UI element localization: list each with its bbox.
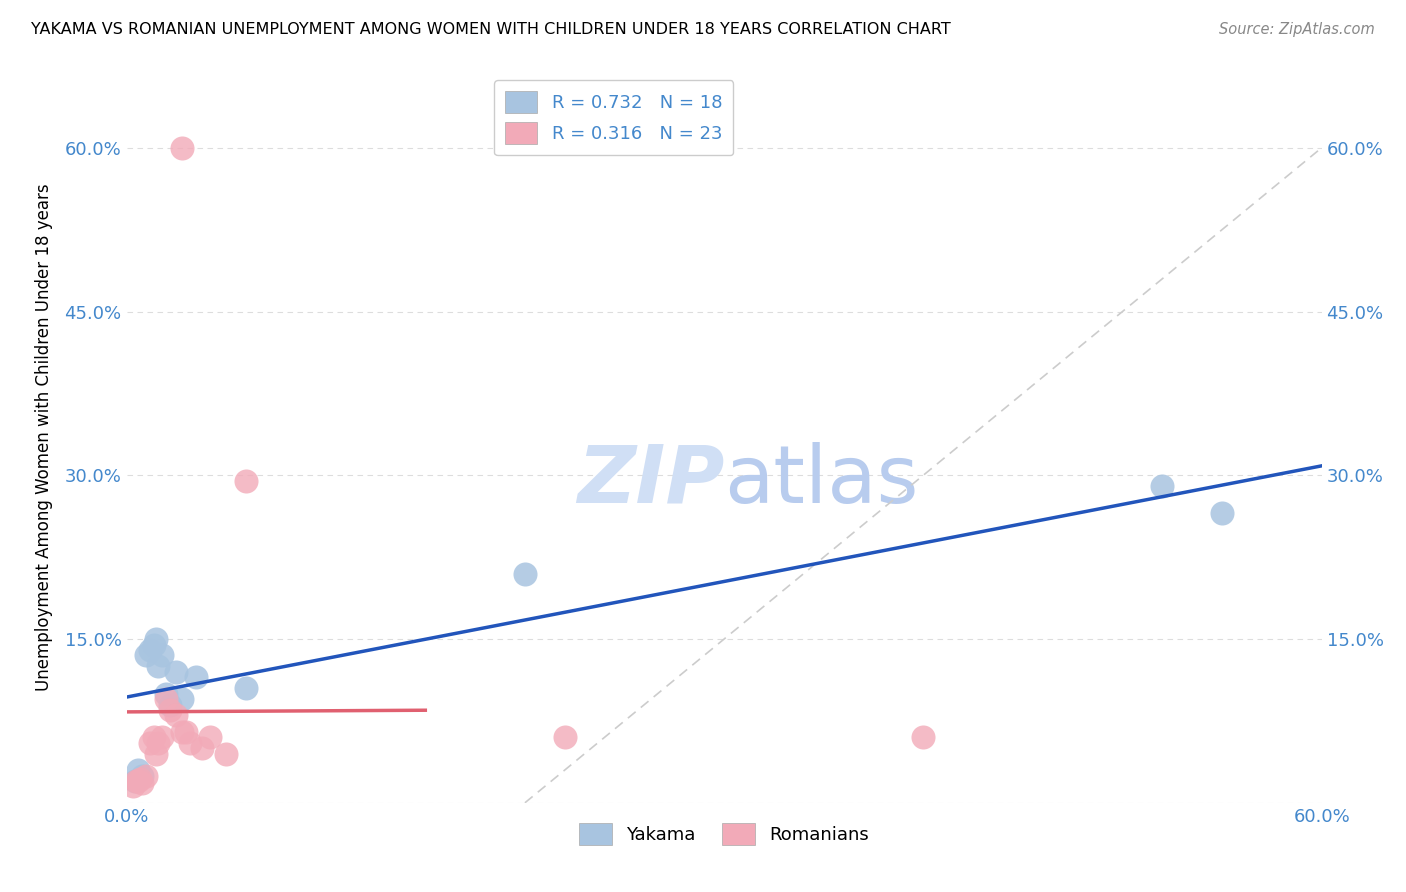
Point [124, 774, 146, 789]
Point [1211, 507, 1233, 521]
Point [155, 687, 177, 701]
Point [145, 747, 167, 761]
Point [150, 731, 174, 745]
Point [191, 741, 214, 756]
Point [165, 708, 187, 723]
Point [127, 774, 149, 789]
Point [125, 774, 148, 789]
Point [172, 692, 194, 706]
Point [172, 724, 194, 739]
Point [1152, 479, 1174, 493]
Point [215, 747, 238, 761]
Point [150, 648, 174, 663]
Y-axis label: Unemployment Among Women with Children Under 18 years: Unemployment Among Women with Children U… [35, 183, 53, 691]
Point [165, 665, 187, 679]
Point [554, 731, 576, 745]
Point [148, 736, 170, 750]
Point [143, 731, 166, 745]
Point [200, 731, 222, 745]
Point [127, 763, 149, 777]
Point [121, 780, 143, 794]
Text: YAKAMA VS ROMANIAN UNEMPLOYMENT AMONG WOMEN WITH CHILDREN UNDER 18 YEARS CORRELA: YAKAMA VS ROMANIAN UNEMPLOYMENT AMONG WO… [31, 22, 950, 37]
Point [131, 776, 153, 790]
Point [131, 768, 153, 782]
Point [186, 670, 208, 684]
Text: atlas: atlas [724, 442, 918, 520]
Point [143, 638, 166, 652]
Point [235, 681, 257, 695]
Point [129, 772, 152, 786]
Point [135, 648, 157, 663]
Point [159, 698, 181, 712]
Point [179, 736, 201, 750]
Point [159, 703, 181, 717]
Point [174, 724, 197, 739]
Point [912, 731, 935, 745]
Point [135, 768, 157, 782]
Point [513, 566, 536, 581]
Point [235, 474, 257, 488]
Point [155, 692, 177, 706]
Legend: Yakama, Romanians: Yakama, Romanians [572, 816, 876, 852]
Point [139, 736, 162, 750]
Point [148, 659, 170, 673]
Point [172, 141, 194, 155]
Point [139, 643, 162, 657]
Point [145, 632, 167, 646]
Text: Source: ZipAtlas.com: Source: ZipAtlas.com [1219, 22, 1375, 37]
Text: ZIP: ZIP [576, 442, 724, 520]
